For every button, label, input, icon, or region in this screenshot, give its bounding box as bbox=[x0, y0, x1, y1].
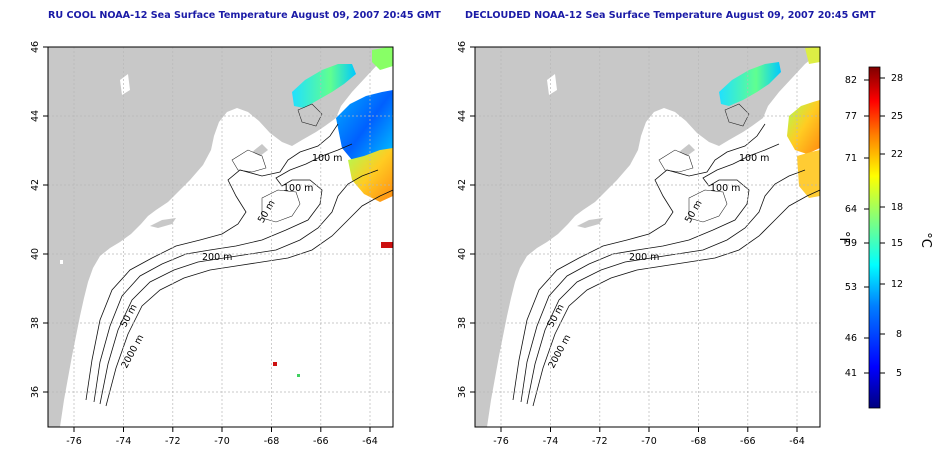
left-frame bbox=[47, 46, 394, 428]
celsius-tick: 18 bbox=[891, 202, 903, 213]
left-sst-red-speck bbox=[273, 362, 277, 366]
right-island-long bbox=[577, 218, 603, 228]
left-sst-ne-corner bbox=[372, 47, 393, 70]
left-map-title: RU COOL NOAA-12 Sea Surface Temperature … bbox=[48, 10, 441, 21]
left-lon-tick: -76 bbox=[66, 436, 82, 447]
colorbar-celsius-ticks: 28 25 22 18 15 12 8 5 bbox=[880, 73, 903, 379]
left-sst-green-speck bbox=[297, 374, 300, 377]
left-lat-tick: 40 bbox=[30, 248, 41, 260]
fahrenheit-tick: 82 bbox=[845, 75, 857, 86]
left-lon-tick: -74 bbox=[116, 436, 132, 447]
fahrenheit-unit-label: °F bbox=[836, 231, 851, 245]
left-lat-tick: 38 bbox=[30, 317, 41, 329]
left-lon-tick: -68 bbox=[264, 436, 280, 447]
right-isobath-2000 bbox=[532, 189, 820, 407]
right-lake bbox=[547, 74, 557, 95]
left-sst-bay-of-fundy bbox=[292, 64, 356, 108]
right-grid bbox=[475, 47, 820, 427]
right-lon-tick: -74 bbox=[543, 436, 559, 447]
right-bay bbox=[511, 292, 523, 330]
left-lat-tick: 46 bbox=[30, 41, 41, 53]
left-lon-tick: -66 bbox=[313, 436, 329, 447]
left-isobath-100 bbox=[93, 143, 353, 403]
left-map: 100 m 100 m 50 m 200 m 50 m 2000 m -76 -… bbox=[30, 41, 394, 447]
right-lon-tick: -64 bbox=[789, 436, 805, 447]
right-lon-tick: -68 bbox=[691, 436, 707, 447]
right-lon-tick: -76 bbox=[493, 436, 509, 447]
left-georges-bank bbox=[261, 189, 301, 223]
right-lat-axis: 46 44 42 40 38 36 bbox=[457, 41, 475, 398]
left-sst-warm-south bbox=[348, 148, 393, 202]
right-sst-ne-corner bbox=[805, 47, 820, 64]
left-lat-tick: 36 bbox=[30, 386, 41, 398]
colorbar-fahrenheit-ticks: 82 77 71 64 59 53 46 41 bbox=[845, 75, 869, 379]
right-lon-tick: -66 bbox=[740, 436, 756, 447]
left-lat-tick: 44 bbox=[30, 110, 41, 122]
celsius-tick: 12 bbox=[891, 279, 903, 290]
left-isobath-50 bbox=[85, 123, 339, 401]
right-lon-tick: -72 bbox=[592, 436, 608, 447]
left-lake-b bbox=[60, 260, 63, 264]
right-isobath-100 bbox=[520, 143, 780, 403]
right-lat-tick: 44 bbox=[457, 110, 468, 122]
left-lon-tick: -70 bbox=[214, 436, 230, 447]
right-lat-tick: 36 bbox=[457, 386, 468, 398]
celsius-tick: 28 bbox=[891, 73, 903, 84]
left-lon-axis: -76 -74 -72 -70 -68 -66 -64 bbox=[66, 427, 378, 447]
celsius-tick: 5 bbox=[896, 368, 902, 379]
right-map: 100 m 100 m 50 m 200 m 50 m 2000 m -76 -… bbox=[457, 41, 821, 447]
fahrenheit-tick: 53 bbox=[845, 282, 857, 293]
left-island-cape bbox=[252, 144, 268, 156]
celsius-tick: 22 bbox=[891, 149, 903, 160]
fahrenheit-tick: 77 bbox=[845, 111, 857, 122]
right-georges-bank bbox=[688, 189, 728, 223]
fahrenheit-tick: 64 bbox=[845, 204, 857, 215]
right-lat-tick: 42 bbox=[457, 179, 468, 191]
right-map-title: DECLOUDED NOAA-12 Sea Surface Temperatur… bbox=[465, 10, 876, 21]
celsius-tick: 8 bbox=[896, 329, 902, 340]
right-isobath-50 bbox=[512, 123, 766, 401]
fahrenheit-tick: 41 bbox=[845, 368, 857, 379]
right-sst-bay-of-fundy bbox=[719, 62, 781, 106]
right-sst-warm-south bbox=[797, 150, 820, 198]
left-label-200: 200 m bbox=[202, 252, 232, 263]
fahrenheit-tick: 71 bbox=[845, 153, 857, 164]
right-label-100-north: 100 m bbox=[739, 153, 769, 164]
right-label-100-georges: 100 m bbox=[710, 183, 740, 194]
right-sst-scotian-shelf bbox=[787, 100, 820, 154]
colorbar-gradient bbox=[868, 66, 881, 409]
fahrenheit-tick: 46 bbox=[845, 333, 857, 344]
left-bay bbox=[84, 292, 96, 330]
right-lon-axis: -76 -74 -72 -70 -68 -66 -64 bbox=[493, 427, 805, 447]
left-sst-scotian-shelf bbox=[336, 90, 393, 168]
left-lake bbox=[120, 74, 130, 95]
celsius-tick: 15 bbox=[891, 238, 903, 249]
left-island-long bbox=[150, 218, 176, 228]
left-lon-tick: -72 bbox=[165, 436, 181, 447]
right-lon-tick: -70 bbox=[641, 436, 657, 447]
left-isobath-2000 bbox=[105, 189, 393, 407]
right-frame bbox=[474, 46, 821, 428]
right-island-cape bbox=[679, 144, 695, 156]
left-label-100-georges: 100 m bbox=[283, 183, 313, 194]
right-land bbox=[475, 47, 820, 427]
right-lat-tick: 38 bbox=[457, 317, 468, 329]
right-lat-tick: 40 bbox=[457, 248, 468, 260]
left-lat-axis: 46 44 42 40 38 36 bbox=[30, 41, 48, 398]
left-lat-tick: 42 bbox=[30, 179, 41, 191]
right-gulf-contour bbox=[658, 103, 750, 173]
right-lat-tick: 46 bbox=[457, 41, 468, 53]
left-lon-tick: -64 bbox=[362, 436, 378, 447]
celsius-tick: 25 bbox=[891, 111, 903, 122]
left-label-100-north: 100 m bbox=[312, 153, 342, 164]
left-gulf-contour bbox=[231, 103, 323, 173]
left-sst-red-patch bbox=[381, 242, 393, 248]
left-land bbox=[48, 47, 393, 427]
colorbar: 82 77 71 64 59 53 46 41 28 25 22 18 15 1… bbox=[836, 66, 933, 409]
celsius-unit-label: °C bbox=[918, 232, 933, 248]
left-grid bbox=[48, 47, 393, 427]
fahrenheit-tick: 59 bbox=[845, 238, 857, 249]
right-label-200: 200 m bbox=[629, 252, 659, 263]
